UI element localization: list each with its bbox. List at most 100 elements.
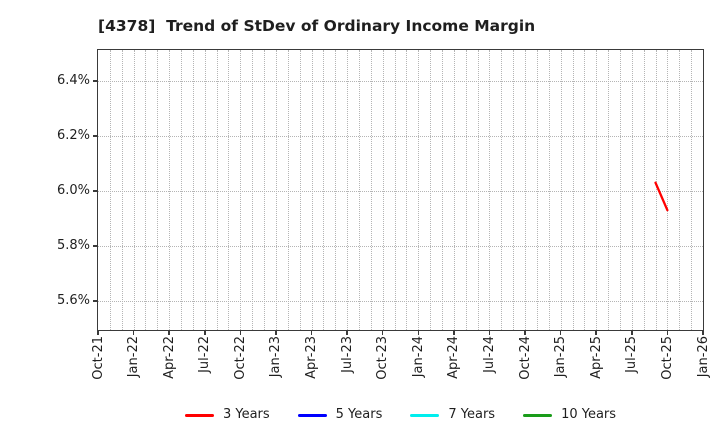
x-tick-label: Jan-23 — [268, 336, 284, 378]
gridline-vertical — [691, 50, 693, 330]
gridline-vertical — [631, 50, 633, 330]
x-tick-label: Jul-23 — [339, 336, 355, 373]
gridline-horizontal — [98, 81, 703, 83]
y-tick-mark — [93, 190, 97, 192]
x-tick-label: Oct-24 — [517, 336, 533, 380]
x-tick-mark — [702, 331, 704, 335]
gridline-vertical — [584, 50, 586, 330]
y-tick-mark — [93, 245, 97, 247]
gridline-vertical — [275, 50, 277, 330]
x-tick-label: Jan-22 — [126, 336, 142, 378]
gridline-vertical — [406, 50, 408, 330]
gridline-vertical — [358, 50, 360, 330]
gridline-horizontal — [98, 190, 703, 192]
gridline-vertical — [145, 50, 147, 330]
gridline-vertical — [513, 50, 515, 330]
gridline-vertical — [655, 50, 657, 330]
x-tick-mark — [524, 331, 526, 335]
legend-line-swatch — [410, 413, 440, 417]
gridline-vertical — [192, 50, 194, 330]
gridline-vertical — [643, 50, 645, 330]
gridline-vertical — [287, 50, 289, 330]
x-tick-mark — [275, 331, 277, 335]
gridline-vertical — [157, 50, 159, 330]
gridline-vertical — [572, 50, 574, 330]
y-tick-label: 6.0% — [56, 182, 90, 198]
gridline-vertical — [667, 50, 669, 330]
gridline-vertical — [548, 50, 550, 330]
series-line-3-years — [654, 181, 669, 212]
x-tick-label: Oct-22 — [232, 336, 248, 380]
x-tick-mark — [559, 331, 562, 335]
x-tick-mark — [666, 331, 669, 335]
legend-item-10-years: 10 Years — [523, 407, 616, 423]
gridline-vertical — [679, 50, 681, 330]
x-tick-label: Jan-25 — [553, 336, 569, 378]
gridline-vertical — [453, 50, 455, 330]
x-tick-mark — [346, 331, 348, 335]
x-tick-mark — [168, 331, 170, 335]
gridline-vertical — [418, 50, 420, 330]
gridline-vertical — [596, 50, 598, 330]
x-tick-mark — [310, 331, 313, 335]
gridline-horizontal — [98, 245, 703, 247]
gridline-vertical — [465, 50, 467, 330]
gridline-vertical — [489, 50, 491, 330]
gridline-vertical — [169, 50, 171, 330]
x-tick-mark — [488, 331, 491, 335]
legend-label: 10 Years — [561, 407, 617, 422]
gridline-vertical — [430, 50, 432, 330]
legend-label: 7 Years — [448, 407, 496, 422]
gridline-vertical — [121, 50, 123, 330]
plot-area — [97, 49, 704, 331]
gridline-vertical — [619, 50, 621, 330]
gridline-vertical — [240, 50, 242, 330]
gridline-vertical — [394, 50, 396, 330]
x-tick-mark — [631, 331, 633, 335]
gridline-vertical — [264, 50, 266, 330]
gridline-vertical — [299, 50, 301, 330]
x-tick-label: Jul-24 — [481, 336, 497, 373]
gridline-vertical — [133, 50, 135, 330]
x-tick-mark — [239, 331, 242, 335]
x-tick-label: Jul-22 — [197, 336, 213, 373]
series-layer — [654, 181, 669, 212]
x-tick-label: Jan-26 — [695, 336, 711, 378]
gridline-vertical — [109, 50, 111, 330]
legend-label: 3 Years — [222, 407, 270, 422]
legend-line-swatch — [297, 413, 327, 417]
chart-title: [4378] Trend of StDev of Ordinary Income… — [98, 17, 536, 35]
gridline-vertical — [501, 50, 503, 330]
gridline-vertical — [608, 50, 610, 330]
y-tick-label: 6.4% — [56, 73, 90, 89]
gridline-vertical — [311, 50, 313, 330]
y-tick-label: 6.2% — [56, 128, 90, 143]
x-tick-label: Apr-22 — [161, 336, 177, 379]
x-tick-label: Jan-24 — [410, 336, 426, 378]
legend-item-7-years: 7 Years — [410, 407, 495, 423]
legend-line-swatch — [184, 413, 214, 417]
gridline-horizontal — [98, 300, 703, 302]
gridline-vertical — [347, 50, 349, 330]
x-tick-mark — [453, 331, 455, 335]
x-tick-label: Oct-23 — [375, 336, 391, 380]
gridline-vertical — [216, 50, 218, 330]
gridline-vertical — [252, 50, 254, 330]
x-tick-mark — [132, 331, 135, 335]
y-tick-mark — [93, 135, 97, 137]
y-tick-mark — [93, 300, 97, 302]
y-tick-label: 5.6% — [56, 292, 90, 308]
gridline-vertical — [335, 50, 337, 330]
gridline-vertical — [442, 50, 444, 330]
gridline-vertical — [228, 50, 230, 330]
x-tick-mark — [381, 331, 384, 335]
legend-label: 5 Years — [335, 407, 383, 422]
gridline-vertical — [181, 50, 183, 330]
x-tick-mark — [417, 331, 420, 335]
gridline-vertical — [323, 50, 325, 330]
x-tick-mark — [595, 331, 597, 335]
legend-item-5-years: 5 Years — [297, 407, 383, 423]
x-tick-label: Apr-24 — [446, 336, 462, 379]
x-tick-label: Oct-25 — [659, 336, 675, 380]
